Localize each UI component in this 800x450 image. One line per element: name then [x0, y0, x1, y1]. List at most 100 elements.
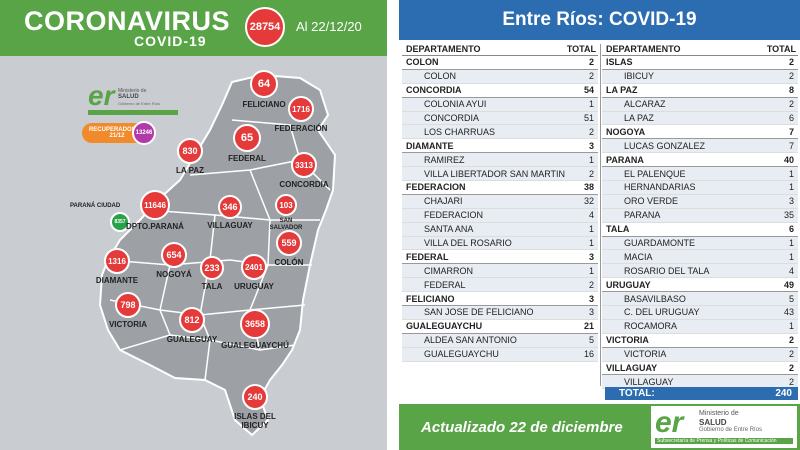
- row-value: 1: [588, 99, 594, 110]
- dept-name: VILLAGUAY: [207, 221, 253, 230]
- department-row: GUALEGUAYCHU 21: [402, 319, 598, 334]
- row-value: 1: [788, 251, 794, 262]
- footer: Actualizado 22 de diciembre er Ministeri…: [399, 404, 800, 450]
- dept-value: 3313: [291, 152, 317, 178]
- dept-value: 11646: [140, 190, 170, 220]
- department-row: DIAMANTE 3: [402, 139, 598, 154]
- logo-bar: [655, 438, 793, 444]
- row-value: 35: [783, 210, 794, 221]
- department-row: PARANA 40: [602, 153, 798, 168]
- row-value: 21: [583, 321, 594, 332]
- map-date: Al 22/12/20: [296, 19, 362, 34]
- locality-row: MACIA 1: [602, 250, 798, 265]
- recovered-badge: 13246: [132, 121, 156, 145]
- row-value: 2: [588, 279, 594, 290]
- dept-name: GUALEGUAY: [166, 335, 218, 344]
- locality-row: SAN JOSE DE FELICIANO 3: [402, 306, 598, 320]
- locality-row: IBICUY 2: [602, 69, 798, 84]
- locality-row: CIMARRON 1: [402, 264, 598, 279]
- total-value: 240: [775, 388, 792, 399]
- dept-name: URUGUAY: [234, 282, 274, 291]
- row-value: 2: [588, 126, 594, 137]
- dept-marker: 798 VICTORIA: [88, 292, 168, 329]
- row-value: 3: [588, 307, 594, 318]
- row-name: GUARDAMONTE: [624, 238, 696, 249]
- locality-row: ALCARAZ 2: [602, 97, 798, 112]
- column-header: DEPARTAMENTO TOTAL: [602, 44, 798, 56]
- row-value: 2: [788, 349, 794, 360]
- row-name: ROCAMORA: [624, 321, 678, 332]
- map-title: CORONAVIRUS: [24, 6, 231, 36]
- total-bar: TOTAL: 240: [605, 387, 798, 400]
- row-name: DIAMANTE: [406, 140, 454, 151]
- row-name: HERNANDARIAS: [624, 182, 696, 193]
- row-value: 2: [788, 57, 794, 68]
- row-name: FEDERAL: [424, 279, 466, 290]
- row-value: 6: [788, 113, 794, 123]
- dept-marker: 240 ISLAS DEL IBICUY: [215, 384, 295, 430]
- row-value: 3: [788, 196, 794, 207]
- locality-row: VILLA DEL ROSARIO 1: [402, 236, 598, 251]
- row-value: 7: [788, 126, 794, 137]
- row-value: 5: [788, 293, 794, 304]
- row-name: COLON: [424, 71, 457, 82]
- dept-marker: 65 FEDERAL: [207, 124, 287, 163]
- row-name: NOGOYA: [606, 126, 646, 137]
- row-name: FELICIANO: [406, 293, 455, 304]
- locality-row: CHAJARI 32: [402, 194, 598, 209]
- row-value: 3: [588, 140, 594, 151]
- total-label: TOTAL:: [619, 388, 655, 399]
- row-name: FEDERACION: [406, 182, 466, 193]
- row-value: 1: [588, 224, 594, 235]
- row-value: 51: [583, 113, 594, 123]
- logo-bar: [88, 110, 178, 115]
- row-name: GUALEGUAYCHU: [406, 321, 483, 332]
- row-value: 16: [583, 349, 594, 360]
- row-value: 2: [788, 363, 794, 374]
- er-logo-icon: er: [655, 406, 684, 439]
- dept-marker: 1316 DIAMANTE: [77, 248, 157, 285]
- locality-row: COLON 2: [402, 69, 598, 84]
- row-value: 1: [788, 182, 794, 193]
- department-row: FEDERACION 38: [402, 181, 598, 195]
- row-name: LA PAZ: [606, 85, 638, 96]
- update-text: Actualizado 22 de diciembre: [421, 419, 623, 436]
- row-value: 43: [783, 307, 794, 318]
- locality-row: GUALEGUAYCHU 16: [402, 347, 598, 362]
- row-name: TALA: [606, 224, 630, 235]
- dept-marker: 3313 CONCORDIA: [264, 152, 344, 189]
- row-value: 38: [583, 182, 594, 193]
- dept-value: 65: [233, 124, 261, 152]
- header-dept: DEPARTAMENTO: [606, 44, 681, 54]
- row-value: 2: [788, 376, 794, 387]
- header-total: TOTAL: [566, 44, 596, 54]
- row-value: 1: [588, 154, 594, 165]
- row-value: 32: [583, 196, 594, 207]
- row-value: 2: [788, 335, 794, 346]
- dept-value: 798: [115, 292, 141, 318]
- dept-value: 654: [161, 242, 187, 268]
- covid-map-panel: CORONAVIRUS COVID-19 28754 Al 22/12/20 e…: [0, 0, 387, 450]
- dept-value: 64: [250, 70, 278, 98]
- dept-marker: 654 NOGOYÁ: [134, 242, 214, 279]
- row-name: FEDERAL: [406, 251, 449, 262]
- column-header: DEPARTAMENTO TOTAL: [402, 44, 598, 56]
- locality-row: FEDERACION 4: [402, 208, 598, 223]
- covid-table-panel: Entre Ríos: COVID-19 DEPARTAMENTO TOTAL …: [399, 0, 800, 450]
- row-name: FEDERACION: [424, 210, 484, 221]
- row-name: EL PALENQUE: [624, 168, 686, 179]
- row-value: 5: [588, 335, 594, 346]
- row-value: 4: [588, 210, 594, 221]
- dept-name: NOGOYÁ: [156, 270, 192, 279]
- dept-name: DIAMANTE: [95, 276, 139, 285]
- row-name: ALCARAZ: [624, 99, 666, 110]
- department-row: NOGOYA 7: [602, 125, 798, 140]
- footer-logo: er Ministerio de SALUD Gobierno de Entre…: [651, 406, 797, 448]
- locality-row: HERNANDARIAS 1: [602, 181, 798, 195]
- logo-line2: SALUD: [118, 94, 139, 100]
- row-value: 8: [788, 85, 794, 96]
- row-name: MACIA: [624, 251, 653, 262]
- dept-name: TALA: [201, 282, 223, 291]
- row-value: 2: [788, 99, 794, 110]
- row-name: VILLA LIBERTADOR SAN MARTIN: [424, 168, 566, 179]
